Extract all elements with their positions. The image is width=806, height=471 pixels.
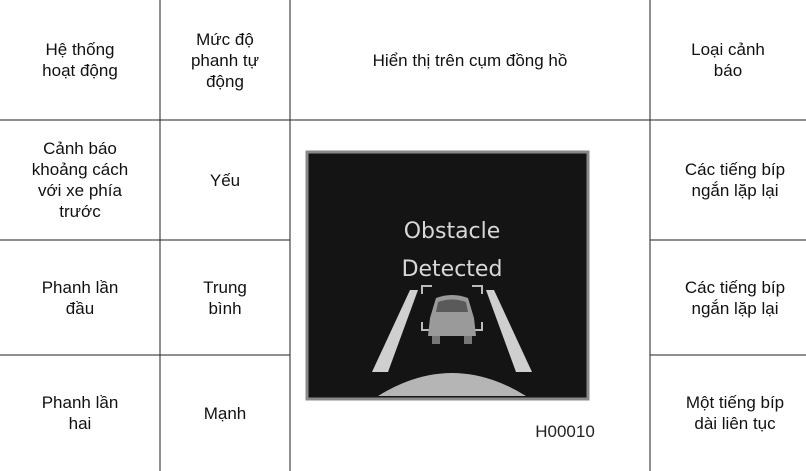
header-cell: Mức độ phanh tự động (190, 29, 260, 91)
table-cell: Yếu (209, 170, 241, 190)
table-cell: Phanh lần hai (41, 393, 119, 433)
display-text: Detected (402, 257, 503, 282)
dashboard-display: Obstacle Detected (305, 150, 590, 401)
table-cell: Trung bình (203, 277, 247, 318)
table-cell: Các tiếng bíp ngắn lặp lại (684, 277, 786, 318)
table-cell: Phanh lần đầu (41, 277, 119, 318)
table-cell: Các tiếng bíp ngắn lặp lại (684, 160, 786, 200)
display-text: Obstacle (404, 219, 501, 244)
figure-caption: H00010 (535, 422, 595, 441)
table-cell: Một tiếng bíp dài liên tục (685, 393, 785, 433)
header-cell: Hiển thị trên cụm đồng hồ (372, 50, 568, 70)
header-cell: Hệ thống hoạt động (42, 40, 118, 80)
table-cell: Cảnh báo khoảng cách với xe phía trước (31, 139, 129, 221)
header-cell: Loại cảnh báo (691, 40, 765, 80)
table-cell: Mạnh (203, 403, 247, 423)
